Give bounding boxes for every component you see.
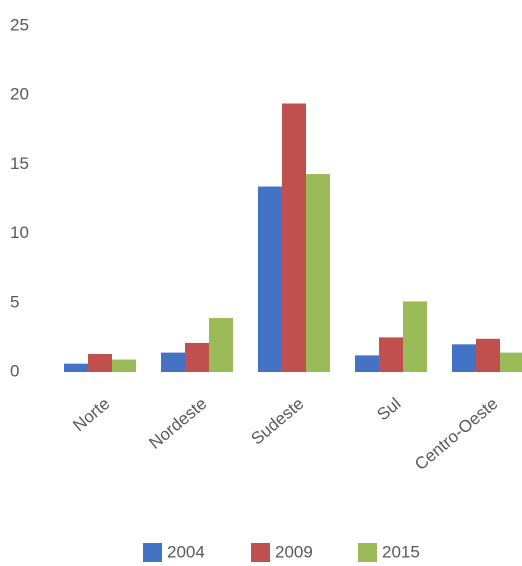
bar xyxy=(209,318,233,372)
y-tick-label: 25 xyxy=(10,15,29,34)
bar xyxy=(88,354,112,372)
legend-swatch xyxy=(251,543,270,562)
legend-label: 2009 xyxy=(275,542,313,561)
bar xyxy=(112,359,136,372)
legend-label: 2004 xyxy=(167,542,205,561)
y-tick-label: 15 xyxy=(10,154,29,173)
bar xyxy=(476,338,500,372)
x-tick-label: Centro-Oeste xyxy=(411,394,501,474)
x-tick-label: Sul xyxy=(373,394,404,424)
legend-swatch xyxy=(358,543,377,562)
legend-label: 2015 xyxy=(382,542,420,561)
bar xyxy=(500,352,522,372)
x-tick-label: Sudeste xyxy=(247,394,307,449)
bar xyxy=(306,174,330,372)
legend-swatch xyxy=(143,543,162,562)
x-tick-label: Norte xyxy=(69,394,113,435)
bar xyxy=(282,103,306,372)
bar xyxy=(161,352,185,372)
y-tick-label: 10 xyxy=(10,223,29,242)
bar xyxy=(452,344,476,372)
bar xyxy=(379,337,403,372)
bar xyxy=(64,363,88,372)
y-tick-label: 5 xyxy=(10,292,19,311)
bar xyxy=(403,301,427,372)
x-tick-label: Nordeste xyxy=(145,394,210,453)
bar xyxy=(355,355,379,372)
bar xyxy=(185,342,209,372)
y-tick-label: 20 xyxy=(10,85,29,104)
bar xyxy=(258,186,282,372)
y-tick-label: 0 xyxy=(10,361,19,380)
